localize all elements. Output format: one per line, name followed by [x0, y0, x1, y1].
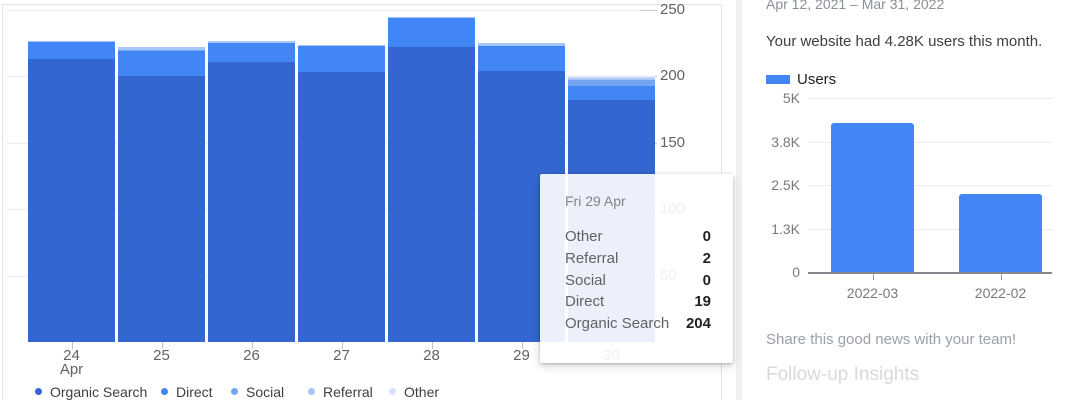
- x-tick-27: [342, 342, 343, 349]
- followup-insights-heading: Follow-up Insights: [766, 364, 920, 385]
- bar-segment-25-referral[interactable]: [118, 47, 205, 50]
- users-legend-label: Users: [797, 71, 837, 88]
- tooltip-row-label: Referral: [565, 250, 619, 268]
- x-tick-25: [162, 342, 163, 349]
- axis-tick-250: [640, 10, 657, 11]
- tooltip-row-value: 204: [685, 315, 711, 333]
- y-axis-label-0: 0: [792, 264, 800, 280]
- x-axis-label-28: 28: [423, 347, 440, 364]
- x-axis-label-25: 25: [153, 347, 170, 364]
- y-axis-label-3-8k: 3.8K: [771, 134, 800, 150]
- chart-tooltip: Fri 29 Apr Other 0 Referral 2 Social 0 Direct 1…: [540, 174, 733, 363]
- users-legend: Users: [766, 71, 836, 88]
- bar-segment-27-referral[interactable]: [298, 45, 385, 46]
- tooltip-date-label: Fri 29 Apr: [565, 193, 626, 209]
- bar-segment-28-organic-search[interactable]: [388, 47, 475, 342]
- bar-segment-25-organic-search[interactable]: [118, 76, 205, 342]
- panel-divider: [736, 0, 742, 400]
- bar-segment-30-social[interactable]: [568, 80, 655, 86]
- tooltip-row-label: Social: [565, 271, 606, 289]
- x-axis-label-2022-03: 2022-03: [846, 285, 899, 301]
- tooltip-rows: Other 0 Referral 2 Social 0 Direct 19 Organic Se…: [565, 226, 711, 334]
- bar-segment-30-referral[interactable]: [568, 78, 655, 80]
- bar-segment-26-direct[interactable]: [208, 43, 295, 62]
- x-axis-label-27: 27: [333, 347, 350, 364]
- bar-segment-27-direct[interactable]: [298, 46, 385, 72]
- users-bar-2022-03[interactable]: [831, 123, 914, 272]
- gridline-5000: [808, 98, 1052, 99]
- tooltip-row-label: Organic Search: [565, 315, 670, 333]
- legend-label-organic-search: Organic Search: [50, 383, 148, 400]
- y-axis-label-5k: 5K: [782, 90, 800, 106]
- gridline-3750: [808, 142, 1052, 143]
- y-axis-label-250: 250: [660, 1, 686, 18]
- x-tick-24: [72, 342, 73, 349]
- bar-segment-30-other[interactable]: [568, 76, 655, 78]
- bar-segment-26-organic-search[interactable]: [208, 62, 295, 342]
- legend-dot-icon-referral: [308, 388, 315, 395]
- legend-item-social: Social: [231, 383, 284, 400]
- x-tick-29: [522, 342, 523, 349]
- x-axis-label-29: 29: [513, 347, 530, 364]
- insight-headline: Your website had 4.28K users this month.: [766, 33, 1043, 50]
- legend-item-referral: Referral: [308, 383, 373, 400]
- bar-segment-24-apr-referral[interactable]: [28, 41, 115, 42]
- bar-segment-28-direct[interactable]: [388, 18, 475, 47]
- y-axis-label-2-5k: 2.5K: [771, 177, 800, 193]
- legend-dot-icon-direct: [161, 388, 168, 395]
- y-axis-label-150: 150: [660, 134, 686, 151]
- legend-label-direct: Direct: [176, 383, 213, 400]
- legend-dot-icon-social: [231, 388, 238, 395]
- gridline-2500: [808, 185, 1052, 186]
- tooltip-row-label: Direct: [565, 293, 605, 311]
- y-axis-label-1-3k: 1.3K: [771, 221, 800, 237]
- share-message: Share this good news with your team!: [766, 331, 1017, 348]
- tooltip-row-value: 19: [694, 293, 711, 311]
- gridline-250: [6, 10, 640, 11]
- tooltip-row-referral: Referral 2: [565, 248, 711, 270]
- bar-segment-28-referral[interactable]: [388, 17, 475, 18]
- bar-segment-30-direct[interactable]: [568, 86, 655, 100]
- bar-segment-27-organic-search[interactable]: [298, 72, 385, 342]
- tooltip-row-value: 0: [702, 271, 711, 289]
- bar-segment-29-direct[interactable]: [478, 46, 565, 71]
- users-bar-2022-02[interactable]: [959, 194, 1042, 272]
- legend-label-referral: Referral: [323, 383, 373, 400]
- tooltip-row-value: 2: [702, 250, 711, 268]
- tooltip-row-value: 0: [702, 228, 711, 246]
- y-axis-label-200: 200: [660, 67, 686, 84]
- gridline-0: [808, 272, 1052, 274]
- x-tick-28: [432, 342, 433, 349]
- legend-label-social: Social: [246, 383, 285, 400]
- users-legend-swatch-icon: [766, 75, 790, 84]
- x-axis-label-24: 24: [63, 347, 80, 364]
- tooltip-row-label: Other: [565, 228, 603, 246]
- x-axis-label-2022-02: 2022-02: [974, 285, 1027, 301]
- tooltip-row-other: Other 0: [565, 226, 711, 248]
- legend-label-other: Other: [404, 383, 440, 400]
- tooltip-row-direct: Direct 19: [565, 291, 711, 313]
- gridline-1250: [808, 229, 1052, 230]
- legend-item-other: Other: [389, 383, 439, 400]
- bar-segment-24-apr-organic-search[interactable]: [28, 59, 115, 342]
- bar-segment-26-referral[interactable]: [208, 41, 295, 43]
- bar-segment-29-referral[interactable]: [478, 43, 565, 46]
- legend-item-organic-search: Organic Search: [35, 383, 147, 400]
- bar-segment-25-direct[interactable]: [118, 51, 205, 76]
- x-tick-2022-03: [873, 274, 874, 280]
- legend-dot-icon-other: [389, 388, 396, 395]
- x-tick-26: [252, 342, 253, 349]
- legend-item-direct: Direct: [161, 383, 213, 400]
- bar-segment-24-apr-direct[interactable]: [28, 42, 115, 59]
- x-axis-label-26: 26: [243, 347, 260, 364]
- tooltip-row-social: Social 0: [565, 269, 711, 291]
- x-tick-2022-02: [1001, 274, 1002, 280]
- date-range-label: Apr 12, 2021 – Mar 31, 2022: [766, 0, 945, 12]
- tooltip-row-organic-search: Organic Search 204: [565, 313, 711, 335]
- legend-dot-icon-organic-search: [35, 388, 42, 395]
- x-axis-sublabel-apr: Apr: [59, 361, 84, 378]
- bar-segment-25-social[interactable]: [118, 50, 205, 51]
